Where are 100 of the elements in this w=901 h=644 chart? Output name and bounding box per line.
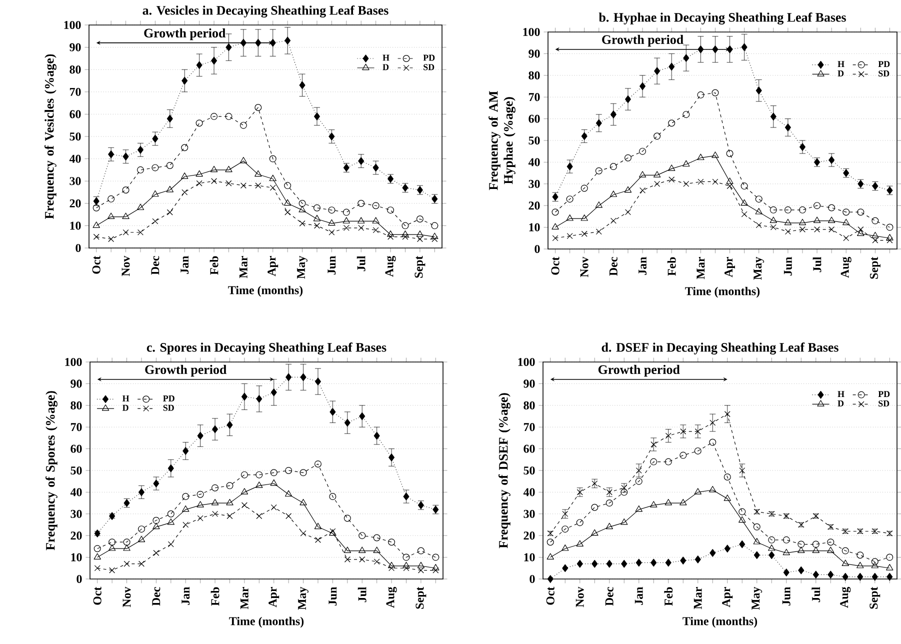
x-tick-label: Jul (358, 586, 366, 602)
point (635, 505, 642, 512)
point (784, 206, 792, 214)
point (871, 562, 878, 568)
point (857, 208, 864, 216)
point (123, 544, 130, 551)
x-tick-label: Nov (122, 586, 131, 608)
x-tick-label: Mar (239, 256, 248, 278)
point (753, 523, 760, 530)
y-tick-label: 10 (70, 222, 81, 230)
y-tick-label: 20 (528, 202, 540, 210)
point (152, 218, 158, 224)
point (152, 164, 159, 172)
point (432, 236, 438, 242)
point (664, 498, 672, 506)
point (94, 545, 101, 552)
x-tick-label: Feb (210, 587, 220, 606)
point (372, 227, 379, 234)
x-tick-label: Oct (92, 256, 100, 274)
point (226, 421, 233, 429)
x-tick-label: Nov (580, 256, 588, 278)
point (770, 206, 777, 214)
point (152, 516, 160, 524)
y-tick-label: 0 (530, 574, 535, 584)
point (625, 209, 631, 216)
point (359, 412, 366, 420)
point (388, 454, 395, 462)
point (182, 447, 189, 455)
point (108, 538, 116, 546)
legend-label: D (122, 404, 128, 411)
point (650, 501, 658, 508)
point (197, 515, 204, 522)
point (726, 45, 733, 54)
point (431, 222, 438, 230)
point (843, 235, 850, 242)
point (196, 180, 202, 186)
point (284, 490, 292, 497)
x-tick-label: Jun (328, 256, 336, 274)
y-tick-label: 70 (70, 423, 82, 432)
point (636, 467, 642, 474)
x-axis-title: Time (months) (228, 286, 303, 297)
legend-label: H (382, 54, 390, 61)
y-tick-label: 10 (71, 553, 82, 562)
point (300, 469, 307, 476)
point (694, 447, 702, 454)
point (93, 234, 100, 240)
point (654, 67, 660, 75)
point (580, 214, 588, 221)
y-tick-label: 60 (70, 110, 81, 118)
point (122, 229, 129, 236)
point (654, 180, 660, 187)
point (842, 208, 850, 216)
x-tick-label: Apr (268, 587, 280, 608)
y-tick-label: 0 (76, 574, 82, 584)
point (167, 510, 174, 518)
point (665, 432, 672, 439)
point (181, 172, 188, 179)
point (668, 176, 675, 183)
point (872, 237, 878, 244)
point (697, 91, 704, 98)
y-tick-label: 80 (524, 401, 535, 410)
point (798, 218, 806, 226)
y-tick-label: 40 (70, 488, 82, 496)
point (595, 201, 602, 208)
point (842, 547, 849, 554)
point (402, 562, 410, 568)
point (284, 199, 292, 206)
y-tick-label: 0 (534, 244, 540, 254)
point (108, 150, 114, 158)
point (167, 518, 174, 525)
x-tick-label: Aug (386, 586, 397, 608)
point (108, 236, 114, 242)
point (592, 480, 598, 486)
point (738, 516, 746, 523)
point (402, 230, 409, 237)
point (122, 186, 130, 194)
point (697, 154, 704, 160)
y-tick-label: 70 (524, 423, 535, 432)
y-tick-label: 60 (524, 444, 535, 453)
point (314, 112, 320, 120)
point (856, 562, 864, 568)
y-tick-label: 60 (528, 114, 540, 123)
point (255, 38, 262, 47)
point (858, 226, 864, 232)
point (580, 184, 588, 192)
point (359, 556, 366, 562)
point (299, 220, 306, 226)
point (286, 513, 292, 520)
point (768, 536, 776, 544)
point (886, 554, 894, 561)
point (211, 56, 218, 65)
y-tick-label: 10 (524, 553, 535, 562)
point (240, 182, 246, 189)
point (432, 554, 440, 561)
point (784, 218, 792, 226)
point (122, 212, 130, 219)
point (639, 148, 646, 155)
point (581, 230, 588, 237)
point (610, 163, 617, 170)
point (683, 180, 690, 187)
